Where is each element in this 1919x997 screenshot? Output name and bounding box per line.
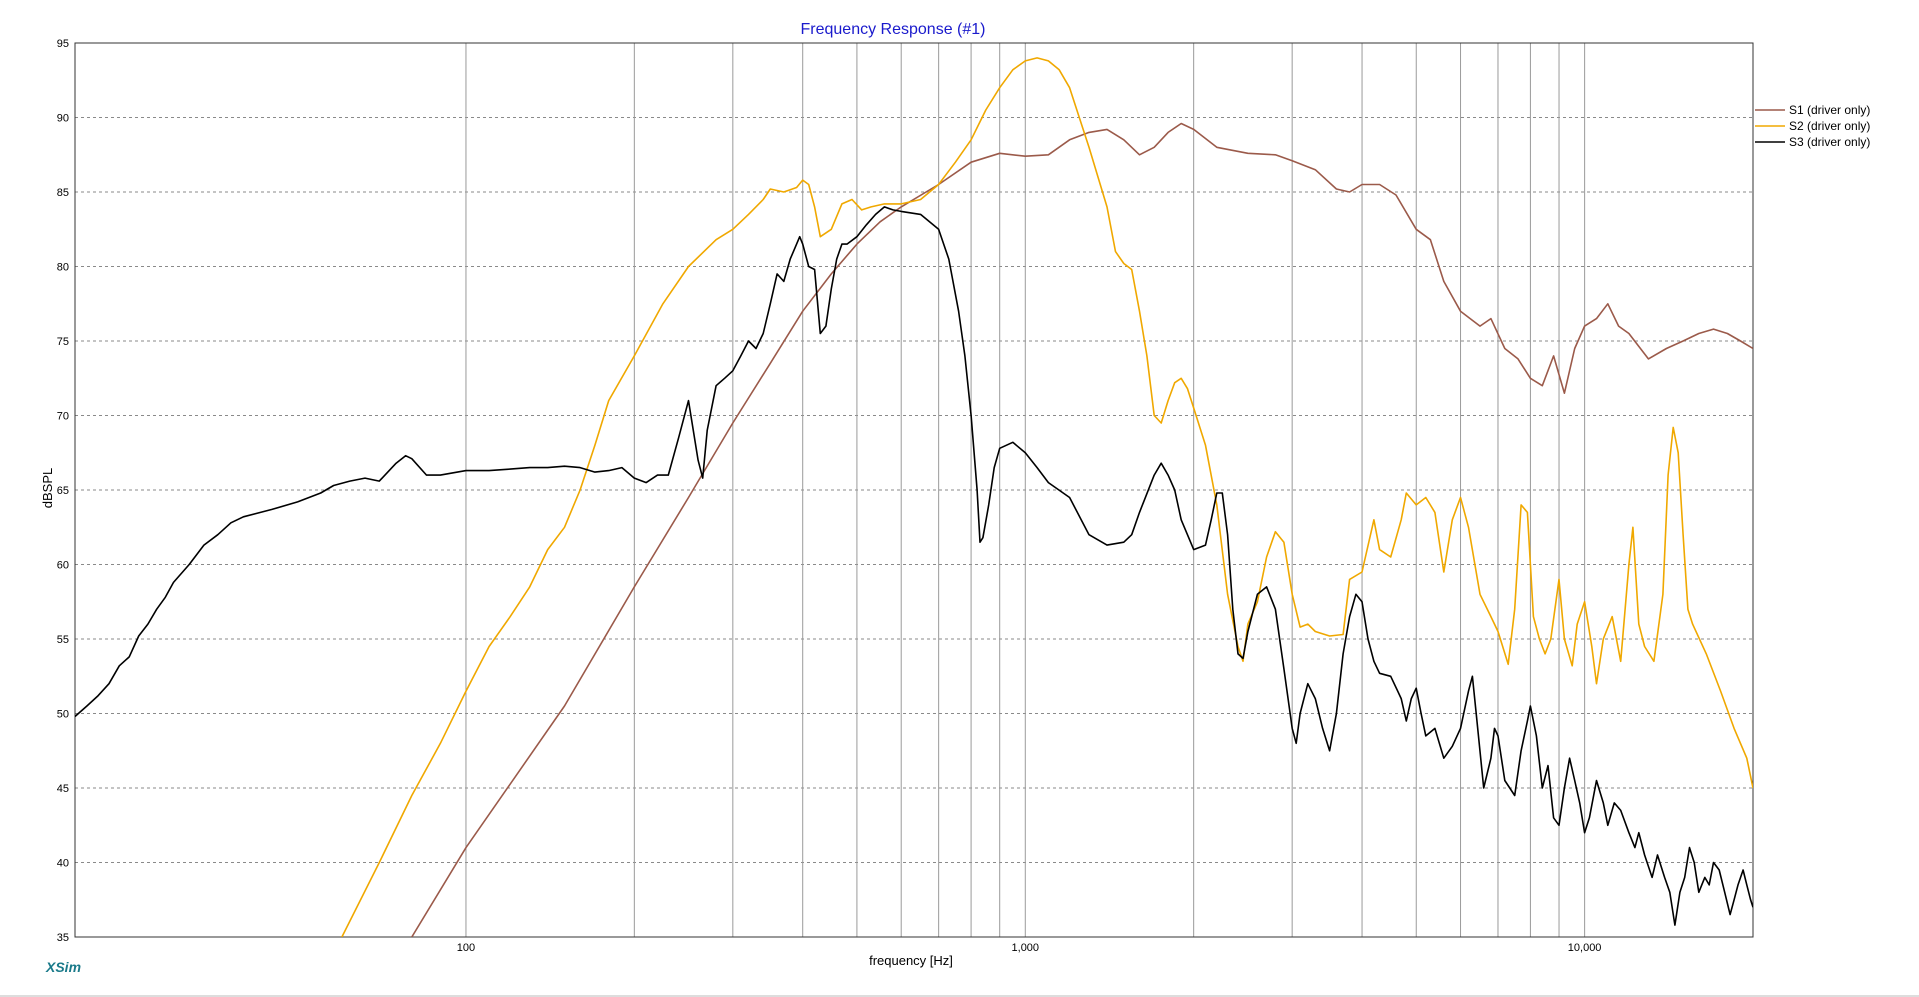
y-axis-label: dBSPL (40, 468, 55, 508)
x-tick-label: 10,000 (1568, 942, 1602, 954)
legend-label: S2 (driver only) (1789, 119, 1870, 133)
series-line-s1 (411, 122, 1753, 937)
y-tick-label: 75 (57, 336, 69, 348)
x-axis-label: frequency [Hz] (869, 953, 953, 968)
grid (75, 42, 1753, 938)
y-tick-label: 45 (57, 783, 69, 795)
series-line-s3 (75, 206, 1753, 926)
y-tick-label: 50 (57, 709, 69, 721)
y-tick-label: 55 (57, 634, 69, 646)
legend-label: S1 (driver only) (1789, 103, 1870, 117)
chart-title: Frequency Response (#1) (801, 21, 986, 38)
y-tick-label: 60 (57, 560, 69, 572)
x-tick-labels: 100 1,000 10,000 (457, 942, 1602, 954)
y-tick-label: 85 (57, 187, 69, 199)
xsim-brand-label: XSim (45, 959, 81, 975)
y-tick-label: 35 (57, 932, 69, 944)
legend-label: S3 (driver only) (1789, 135, 1870, 149)
y-tick-label: 90 (57, 113, 69, 125)
legend: S1 (driver only) S2 (driver only) S3 (driv… (1755, 103, 1870, 149)
x-tick-label: 100 (457, 942, 475, 954)
y-tick-labels: 35 40 45 50 55 60 65 70 75 80 85 90 95 (57, 38, 69, 944)
y-tick-label: 70 (57, 411, 69, 423)
plot-frame (74, 42, 1754, 938)
y-tick-label: 95 (57, 38, 69, 50)
y-tick-label: 40 (57, 858, 69, 870)
y-tick-label: 65 (57, 485, 69, 497)
y-tick-label: 80 (57, 262, 69, 274)
series-layer (75, 57, 1753, 937)
series-line-s2 (341, 57, 1753, 937)
x-tick-label: 1,000 (1012, 942, 1040, 954)
